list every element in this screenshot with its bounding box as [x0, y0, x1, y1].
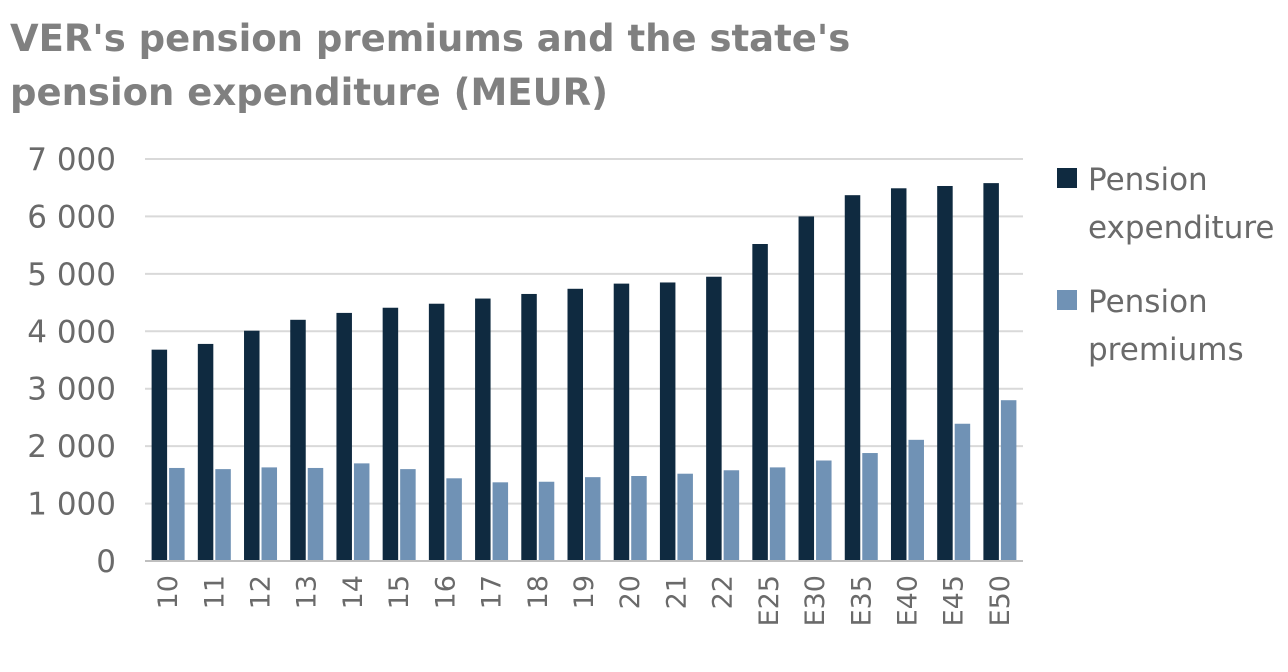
bar-pension-premiums — [1000, 400, 1017, 561]
x-tick-label: E25 — [754, 575, 785, 626]
y-tick-label: 3 000 — [27, 372, 116, 408]
x-tick-label: E45 — [939, 575, 970, 626]
bar-pension-expenditure — [798, 216, 815, 561]
bar-pension-premiums — [353, 463, 370, 561]
x-tick-label: E30 — [800, 575, 831, 626]
bar-pension-premiums — [538, 481, 555, 561]
bar-pension-expenditure — [706, 276, 722, 561]
bar-pension-premiums — [585, 477, 601, 561]
bar-pension-expenditure — [521, 293, 537, 561]
bar-pension-premiums — [400, 469, 416, 561]
x-tick-label: 19 — [569, 575, 600, 609]
legend-label: Pension — [1088, 284, 1208, 320]
x-tick-label: 18 — [523, 575, 554, 609]
x-tick-label: 15 — [384, 575, 415, 609]
y-tick-label: 7 000 — [27, 142, 116, 178]
bar-pension-premiums — [307, 467, 324, 561]
bar-pension-premiums — [908, 439, 924, 561]
legend-swatch-premiums — [1057, 290, 1077, 310]
x-tick-label: E50 — [985, 575, 1016, 626]
x-tick-label: 12 — [246, 575, 277, 609]
legend-swatch-expenditure — [1057, 168, 1077, 188]
legend: Pension expenditure Pension premiums — [1057, 162, 1275, 368]
legend-label: premiums — [1088, 332, 1244, 368]
bar-pension-expenditure — [613, 283, 630, 561]
x-tick-label: 11 — [199, 575, 230, 609]
bar-pension-expenditure — [475, 298, 491, 561]
bar-pension-premiums — [446, 478, 462, 561]
x-tick-label: 14 — [338, 575, 369, 609]
bars — [151, 183, 1017, 561]
legend-label: Pension — [1088, 162, 1208, 198]
x-tick-label: 21 — [661, 575, 692, 609]
bar-pension-expenditure — [151, 349, 168, 561]
x-tick-label: 13 — [292, 575, 323, 609]
x-tick-label: 16 — [430, 575, 461, 609]
bar-pension-premiums — [816, 460, 832, 561]
x-tick-label: E35 — [846, 575, 877, 626]
chart-title: VER's pension premiums and the state's p… — [10, 17, 851, 114]
y-axis-ticks: 0 1 000 2 000 3 000 4 000 5 000 6 000 7 000 — [27, 142, 116, 580]
bar-pension-expenditure — [937, 185, 953, 561]
bar-pension-premiums — [169, 467, 185, 561]
bar-pension-premiums — [492, 482, 509, 561]
bar-pension-premiums — [769, 467, 786, 561]
y-tick-label: 4 000 — [27, 314, 116, 350]
bar-pension-expenditure — [244, 330, 260, 561]
y-tick-label: 0 — [96, 544, 116, 580]
bar-pension-expenditure — [290, 319, 306, 561]
bar-pension-expenditure — [382, 307, 399, 561]
bar-pension-expenditure — [752, 243, 768, 561]
bar-pension-premiums — [261, 467, 278, 561]
x-tick-label: 17 — [477, 575, 508, 609]
x-tick-label: 20 — [615, 575, 646, 609]
bar-pension-expenditure — [336, 312, 352, 561]
legend-label: expenditure — [1088, 210, 1275, 246]
bar-pension-premiums — [677, 473, 693, 561]
y-tick-label: 6 000 — [27, 199, 116, 235]
bar-pension-expenditure — [428, 303, 445, 561]
x-tick-label: 22 — [708, 575, 739, 609]
bar-pension-premiums — [723, 470, 740, 561]
y-tick-label: 1 000 — [27, 487, 116, 523]
y-tick-label: 2 000 — [27, 429, 116, 465]
bar-pension-premiums — [862, 453, 878, 561]
bar-pension-premiums — [215, 469, 231, 561]
bar-pension-expenditure — [659, 282, 676, 561]
bar-pension-premiums — [954, 423, 971, 561]
bar-pension-expenditure — [844, 195, 861, 561]
bar-pension-premiums — [631, 476, 647, 561]
bar-pension-expenditure — [567, 288, 583, 561]
x-tick-label: E40 — [892, 575, 923, 626]
y-tick-label: 5 000 — [27, 257, 116, 293]
x-axis-ticks: 10 11 12 13 14 15 16 17 18 19 20 21 22 E25 E30 E35 E40 E4… — [153, 575, 1016, 626]
bar-pension-expenditure — [983, 183, 999, 561]
bar-pension-expenditure — [890, 188, 907, 561]
x-tick-label: 10 — [153, 575, 184, 609]
bar-pension-expenditure — [197, 343, 214, 561]
